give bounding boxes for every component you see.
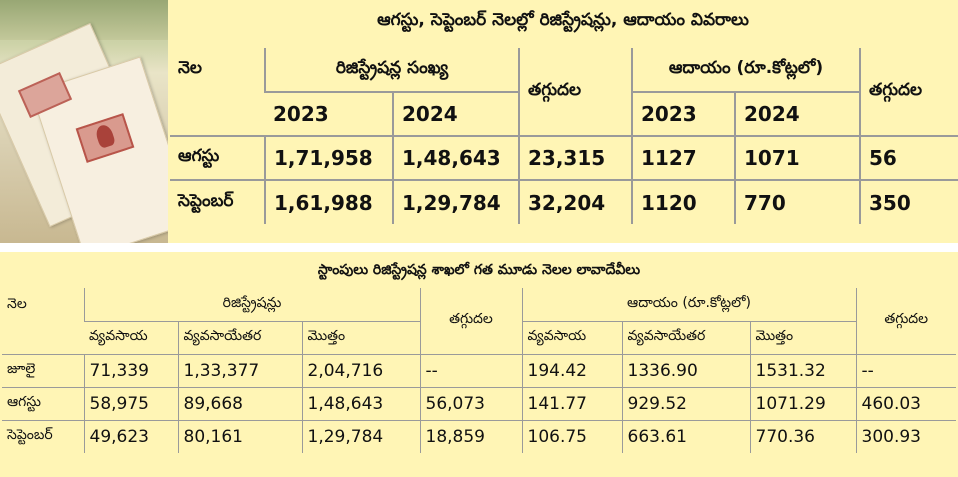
cell-rev-decrease: 56 [859,136,958,181]
table-row: సెప్టెంబర్ 1,61,988 1,29,784 32,204 1120… [170,180,958,224]
header-revenue-decrease: తగ్గుదల [855,288,956,355]
cell-rev-nonagri: 929.52 [621,387,750,421]
row-month: ఆగస్టు [170,136,265,181]
header-nonagri: వ్యవసాయేతర [621,321,750,355]
stamp-papers-photo [0,0,168,243]
cell-rev-decrease: -- [855,354,956,388]
cell-reg-2023: 1,71,958 [264,136,393,181]
cell-total: 1,48,643 [301,387,420,421]
cell-rev-2024: 1071 [734,136,860,181]
header-year: 2023 [631,92,735,137]
table-header-row: నెల రిజిస్ట్రేషన్ల సంఖ్య తగ్గుదల ఆదాయం (… [170,48,958,137]
row-month: జూలై [2,354,84,388]
header-agri: వ్యవసాయ [84,321,178,355]
bottom-transactions-table: నెల రిజిస్ట్రేషన్లు తగ్గుదల ఆదాయం (రూ.కో… [2,288,956,453]
table-header-row: 2023 2024 2023 2024 [170,92,958,137]
cell-decrease: 18,859 [419,420,522,453]
table-row: ఆగస్టు 58,975 89,668 1,48,643 56,073 141… [2,387,956,421]
cell-reg-2023: 1,61,988 [264,180,393,224]
cell-total: 1,29,784 [301,420,420,453]
table-header-row: వ్యవసాయ వ్యవసాయేతర మొత్తం వ్యవసాయ వ్యవసా… [2,321,956,355]
header-year: 2023 [265,92,393,137]
cell-rev-nonagri: 663.61 [621,420,750,453]
cell-rev-decrease: 460.03 [855,387,956,421]
header-total: మొత్తం [749,321,856,355]
header-revenue: ఆదాయం (రూ.కోట్లలో) [631,48,860,93]
cell-rev-total: 770.36 [749,420,856,453]
cell-agri: 58,975 [83,387,178,421]
header-decrease: తగ్గుదల [518,48,632,137]
header-revenue: ఆదాయం (రూ.కోట్లలో) [521,288,856,322]
bottom-panel: స్టాంపులు రిజిస్ట్రేషన్ల శాఖలో గత మూడు న… [0,252,958,477]
header-year: 2024 [392,92,519,137]
cell-decrease: 32,204 [518,180,632,224]
top-table-title: ఆగస్టు, సెప్టెంబర్ నెలల్లో రిజిస్ట్రేషన్… [377,10,749,30]
header-month: నెల [170,48,265,137]
header-registrations: రిజిస్ట్రేషన్ల సంఖ్య [264,48,519,93]
cell-nonagri: 80,161 [177,420,302,453]
cell-rev-decrease: 350 [859,180,958,224]
top-registrations-table: నెల రిజిస్ట్రేషన్ల సంఖ్య తగ్గుదల ఆదాయం (… [170,48,958,224]
header-agri: వ్యవసాయ [521,321,622,355]
table-row: సెప్టెంబర్ 49,623 80,161 1,29,784 18,859… [2,420,956,453]
row-month: సెప్టెంబర్ [178,190,234,211]
cell-rev-agri: 141.77 [521,387,622,421]
table-row: జూలై 71,339 1,33,377 2,04,716 -- 194.42 … [2,354,956,388]
table-header-row: నెల రిజిస్ట్రేషన్లు తగ్గుదల ఆదాయం (రూ.కో… [2,288,956,355]
cell-decrease: 23,315 [518,136,632,181]
cell-reg-2024: 1,29,784 [392,180,519,224]
header-revenue-decrease: తగ్గుదల [859,48,958,137]
row-month: సెప్టెంబర్ [7,427,53,444]
top-panel: ఆగస్టు, సెప్టెంబర్ నెలల్లో రిజిస్ట్రేషన్… [0,0,958,243]
table-row: ఆగస్టు 1,71,958 1,48,643 23,315 1127 107… [170,136,958,181]
bottom-table-title: స్టాంపులు రిజిస్ట్రేషన్ల శాఖలో గత మూడు న… [317,262,641,278]
header-registrations: రిజిస్ట్రేషన్లు [83,288,420,322]
cell-reg-2024: 1,48,643 [392,136,519,181]
cell-rev-agri: 194.42 [521,354,622,388]
cell-nonagri: 89,668 [177,387,302,421]
cell-rev-agri: 106.75 [521,420,622,453]
header-nonagri: వ్యవసాయేతర [177,321,302,355]
cell-agri: 71,339 [83,354,178,388]
header-total: మొత్తం [301,321,420,355]
cell-total: 2,04,716 [301,354,420,388]
cell-nonagri: 1,33,377 [177,354,302,388]
header-decrease: తగ్గుదల [419,288,522,355]
cell-rev-total: 1071.29 [749,387,856,421]
cell-rev-total: 1531.32 [749,354,856,388]
cell-rev-decrease: 300.93 [855,420,956,453]
cell-rev-nonagri: 1336.90 [621,354,750,388]
cell-rev-2023: 1120 [631,180,735,224]
header-year: 2024 [734,92,860,137]
cell-rev-2024: 770 [734,180,860,224]
cell-decrease: 56,073 [419,387,522,421]
cell-rev-2023: 1127 [631,136,735,181]
cell-decrease: -- [419,354,522,388]
cell-agri: 49,623 [83,420,178,453]
row-month: ఆగస్టు [2,387,84,421]
header-month: నెల [2,288,84,355]
